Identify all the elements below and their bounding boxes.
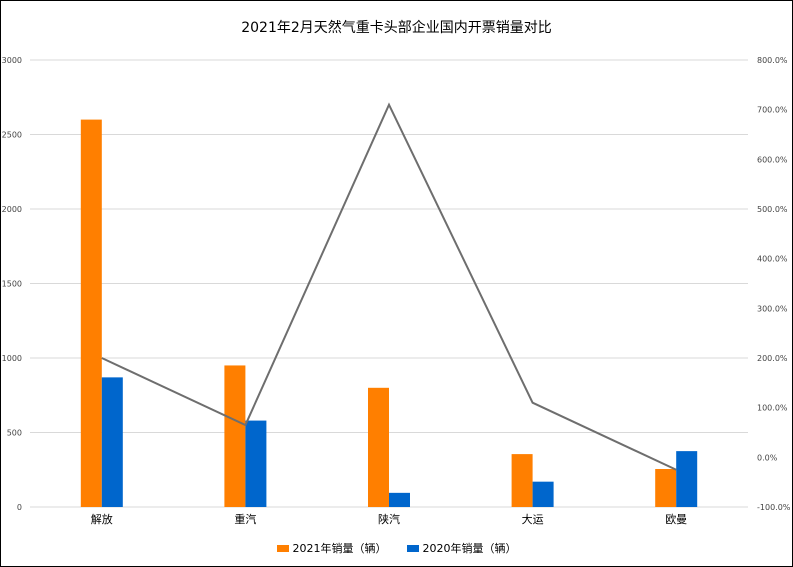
legend-swatch-2021	[276, 544, 289, 552]
legend: 2021年销量（辆） 2020年销量（辆）	[0, 540, 793, 556]
bar-2020	[101, 377, 123, 507]
growth-line-path	[101, 102, 677, 471]
y2-tick-label: 700.0%	[757, 106, 788, 115]
y2-tick-label: 400.0%	[757, 255, 788, 264]
legend-swatch-2020	[406, 544, 419, 552]
x-tick-label: 陕汽	[378, 512, 400, 526]
bar-2020	[676, 451, 698, 507]
x-tick-label: 大运	[522, 512, 544, 526]
y2-axis-ticks: -100.0% 0.0% 100.0% 200.0% 300.0% 400.0% 500.0…	[757, 56, 791, 512]
y2-tick-label: -100.0%	[757, 503, 791, 512]
y-tick-label: 3000	[2, 56, 22, 65]
y-tick-label: 0	[17, 503, 22, 512]
growth-line	[101, 102, 677, 471]
y-tick-label: 2000	[2, 205, 22, 214]
y-tick-label: 500	[7, 429, 22, 438]
y2-tick-label: 600.0%	[757, 155, 788, 164]
bar-2021	[368, 387, 389, 507]
y-tick-label: 2500	[2, 131, 22, 140]
x-tick-label: 欧曼	[665, 513, 687, 526]
bars	[80, 119, 698, 507]
y2-tick-label: 200.0%	[757, 354, 788, 363]
bar-2020	[389, 492, 410, 507]
y2-tick-label: 300.0%	[757, 304, 788, 313]
bar-2020	[532, 481, 554, 507]
bar-2021	[80, 119, 102, 507]
y2-tick-label: 800.0%	[757, 56, 788, 65]
legend-label-2020: 2020年销量（辆）	[422, 542, 517, 555]
y2-tick-label: 0.0%	[757, 453, 778, 462]
y-tick-label: 1500	[2, 280, 22, 289]
legend-item-2021[interactable]: 2021年销量（辆）	[276, 540, 387, 556]
legend-label-2021: 2021年销量（辆）	[292, 542, 387, 555]
bar-2021	[224, 365, 246, 507]
chart-title: 2021年2月天然气重卡头部企业国内开票销量对比	[241, 20, 552, 36]
bar-2021	[655, 469, 677, 507]
x-tick-label: 重汽	[234, 512, 256, 526]
y2-tick-label: 500.0%	[757, 205, 788, 214]
y2-tick-label: 100.0%	[757, 404, 788, 413]
y-tick-label: 1000	[2, 354, 22, 363]
x-tick-label: 解放	[91, 512, 113, 526]
legend-item-2020[interactable]: 2020年销量（辆）	[406, 540, 517, 556]
grid-lines	[30, 59, 748, 508]
bar-2020	[245, 420, 267, 507]
bar-2021	[511, 454, 533, 507]
y-axis-ticks: 0 500 1000 1500 2000 2500 3000	[2, 56, 22, 512]
x-axis-ticks: 解放 重汽 陕汽 大运 欧曼	[91, 512, 687, 526]
